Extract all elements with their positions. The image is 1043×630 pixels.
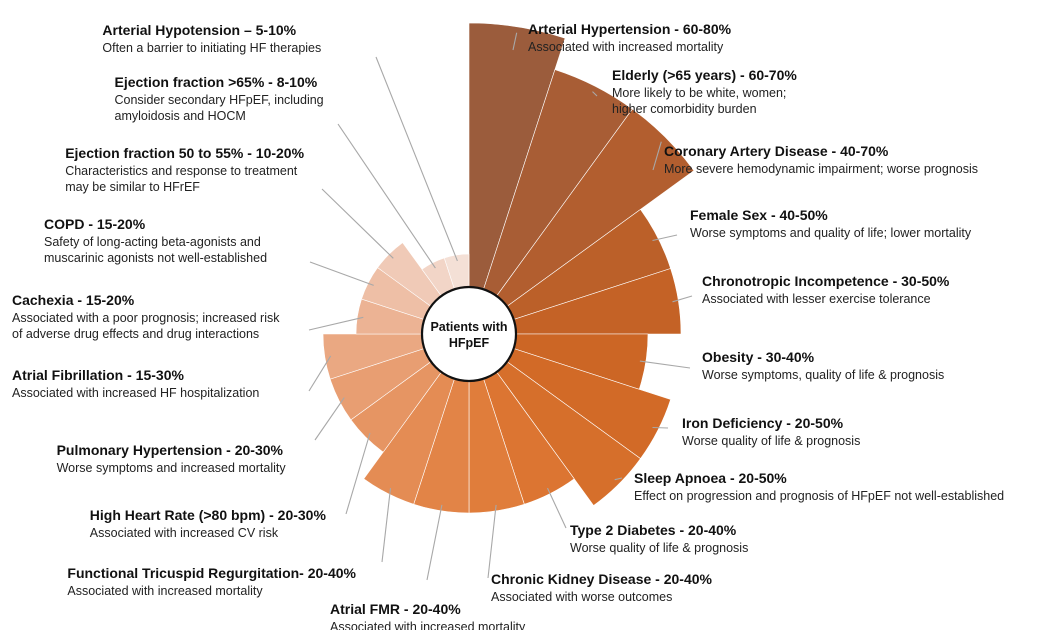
leader-line-9 xyxy=(547,487,567,529)
wedge-12 xyxy=(363,333,470,505)
label-15: Atrial Fibrillation - 15-30% Associated w… xyxy=(12,367,259,400)
label-desc-15-1: Associated with increased HF hospitaliza… xyxy=(12,386,259,400)
label-9: Type 2 Diabetes - 20-40% Worse quality of… xyxy=(570,522,748,555)
label-title-16: Cachexia - 15-20% xyxy=(12,292,135,308)
label-desc-8-1: Effect on progression and prognosis of H… xyxy=(634,489,1004,503)
label-desc-10-1: Associated with worse outcomes xyxy=(491,590,672,604)
leader-line-7 xyxy=(652,426,669,429)
label-title-9: Type 2 Diabetes - 20-40% xyxy=(570,522,737,538)
leader-line-14 xyxy=(314,397,345,441)
leader-line-17 xyxy=(309,261,374,286)
label-12: Functional Tricuspid Regurgitation- 20-4… xyxy=(67,565,356,598)
leader-line-11 xyxy=(426,504,443,581)
label-title-14: Pulmonary Hypertension - 20-30% xyxy=(57,442,284,458)
label-desc-17-2: muscarinic agonists not well-established xyxy=(44,251,267,265)
leader-line-10 xyxy=(487,504,497,579)
wedge-1 xyxy=(468,22,566,335)
label-title-6: Obesity - 30-40% xyxy=(702,349,815,365)
label-desc-1-1: Associated with increased mortality xyxy=(528,40,724,54)
center-label-line-2: HFpEF xyxy=(449,336,490,350)
label-desc-20-1: Often a barrier to initiating HF therapi… xyxy=(102,41,321,55)
label-title-18: Ejection fraction 50 to 55% - 10-20% xyxy=(65,145,304,161)
label-title-1: Arterial Hypertension - 60-80% xyxy=(528,21,732,37)
leader-line-15 xyxy=(308,355,332,392)
chart-leader-lines xyxy=(308,32,693,581)
label-title-19: Ejection fraction >65% - 8-10% xyxy=(115,74,318,90)
leader-line-12 xyxy=(381,488,392,563)
leader-line-3 xyxy=(652,141,662,171)
label-desc-7-1: Worse quality of life & prognosis xyxy=(682,434,860,448)
label-20: Arterial Hypotension – 5-10% Often a barr… xyxy=(102,22,321,55)
label-title-5: Chronotropic Incompetence - 30-50% xyxy=(702,273,950,289)
center-label-line-1: Patients with xyxy=(430,320,507,334)
label-8: Sleep Apnoea - 20-50% Effect on progressi… xyxy=(634,470,1004,503)
label-2: Elderly (>65 years) - 60-70% More likely … xyxy=(612,67,797,116)
leader-line-20 xyxy=(375,56,458,262)
label-title-8: Sleep Apnoea - 20-50% xyxy=(634,470,787,486)
label-1: Arterial Hypertension - 60-80% Associated… xyxy=(528,21,732,54)
label-title-3: Coronary Artery Disease - 40-70% xyxy=(664,143,889,159)
label-desc-14-1: Worse symptoms and increased mortality xyxy=(57,461,287,475)
label-desc-18-1: Characteristics and response to treatmen… xyxy=(65,164,298,178)
label-16: Cachexia - 15-20% Associated with a poor … xyxy=(12,292,280,341)
leader-line-6 xyxy=(639,360,691,369)
label-desc-17-1: Safety of long-acting beta-agonists and xyxy=(44,235,261,249)
label-title-17: COPD - 15-20% xyxy=(44,216,146,232)
label-title-13: High Heart Rate (>80 bpm) - 20-30% xyxy=(90,507,327,523)
center-circle: Patients with HFpEF xyxy=(420,285,518,383)
label-10: Chronic Kidney Disease - 20-40% Associate… xyxy=(491,571,713,604)
wedge-8 xyxy=(468,333,641,506)
label-title-12: Functional Tricuspid Regurgitation- 20-4… xyxy=(67,565,356,581)
label-19: Ejection fraction >65% - 8-10% Consider s… xyxy=(115,74,324,123)
label-3: Coronary Artery Disease - 40-70% More sev… xyxy=(664,143,978,176)
label-6: Obesity - 30-40% Worse symptoms, quality … xyxy=(702,349,944,382)
label-desc-19-2: amyloidosis and HOCM xyxy=(115,109,246,123)
label-7: Iron Deficiency - 20-50% Worse quality of… xyxy=(682,415,860,448)
label-17: COPD - 15-20% Safety of long-acting beta-… xyxy=(44,216,267,265)
label-desc-4-1: Worse symptoms and quality of life; lowe… xyxy=(690,226,972,240)
label-desc-3-1: More severe hemodynamic impairment; wors… xyxy=(664,162,978,176)
wedge-3 xyxy=(468,108,695,335)
label-title-20: Arterial Hypotension – 5-10% xyxy=(102,22,296,38)
label-5: Chronotropic Incompetence - 30-50% Associ… xyxy=(702,273,950,306)
label-desc-13-1: Associated with increased CV risk xyxy=(90,526,279,540)
leader-line-1 xyxy=(512,32,518,51)
leader-line-8 xyxy=(614,477,623,481)
label-desc-16-2: of adverse drug effects and drug interac… xyxy=(12,327,259,341)
label-desc-6-1: Worse symptoms, quality of life & progno… xyxy=(702,368,944,382)
label-desc-19-1: Consider secondary HFpEF, including xyxy=(115,93,324,107)
label-13: High Heart Rate (>80 bpm) - 20-30% Associ… xyxy=(90,507,327,540)
wedge-5 xyxy=(468,268,682,335)
leader-line-18 xyxy=(321,188,394,259)
chart-labels: Arterial Hypertension - 60-80% Associated… xyxy=(12,21,1004,630)
label-18: Ejection fraction 50 to 55% - 10-20% Char… xyxy=(65,145,304,194)
label-title-4: Female Sex - 40-50% xyxy=(690,207,828,223)
leader-line-16 xyxy=(308,316,364,331)
label-title-11: Atrial FMR - 20-40% xyxy=(330,601,461,617)
leader-line-2 xyxy=(592,91,598,97)
label-4: Female Sex - 40-50% Worse symptoms and qu… xyxy=(690,207,972,240)
leader-line-5 xyxy=(672,295,693,303)
label-14: Pulmonary Hypertension - 20-30% Worse sym… xyxy=(57,442,287,475)
label-title-7: Iron Deficiency - 20-50% xyxy=(682,415,844,431)
label-desc-5-1: Associated with lesser exercise toleranc… xyxy=(702,292,931,306)
label-title-10: Chronic Kidney Disease - 20-40% xyxy=(491,571,713,587)
label-desc-11-1: Associated with increased mortality xyxy=(330,620,526,630)
label-desc-9-1: Worse quality of life & prognosis xyxy=(570,541,748,555)
label-desc-18-2: may be similar to HFrEF xyxy=(65,180,200,194)
label-title-15: Atrial Fibrillation - 15-30% xyxy=(12,367,184,383)
label-11: Atrial FMR - 20-40% Associated with incre… xyxy=(330,601,526,630)
label-desc-2-2: higher comorbidity burden xyxy=(612,102,757,116)
label-title-2: Elderly (>65 years) - 60-70% xyxy=(612,67,797,83)
leader-line-4 xyxy=(652,234,678,242)
leader-line-13 xyxy=(345,432,371,515)
label-desc-16-1: Associated with a poor prognosis; increa… xyxy=(12,311,280,325)
label-desc-12-1: Associated with increased mortality xyxy=(67,584,263,598)
leader-line-19 xyxy=(337,123,436,269)
label-desc-2-1: More likely to be white, women; xyxy=(612,86,786,100)
